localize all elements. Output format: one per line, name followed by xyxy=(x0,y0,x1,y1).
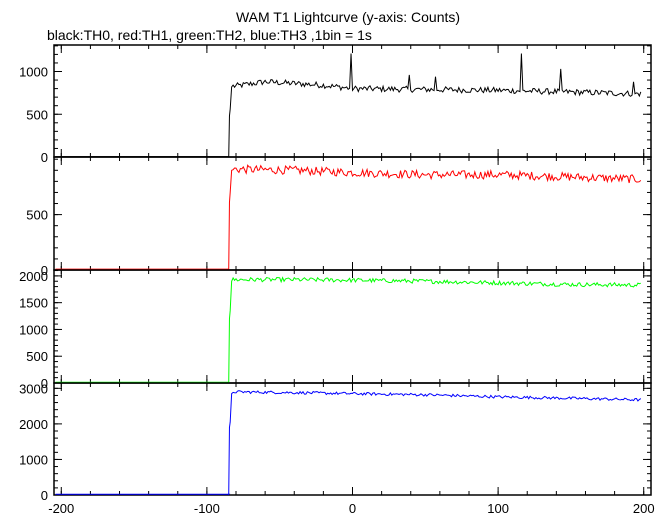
series-line-th3 xyxy=(55,390,642,496)
series-line-th0 xyxy=(55,53,642,158)
y-tick-label: 1000 xyxy=(19,65,48,80)
x-tick-label: 0 xyxy=(349,501,356,515)
panel-frame xyxy=(53,44,652,158)
y-tick-label: 500 xyxy=(26,107,48,122)
y-tick-label: 0 xyxy=(41,150,48,165)
x-tick-label: 200 xyxy=(633,501,655,515)
y-tick-label: 2000 xyxy=(19,417,48,432)
y-tick-label: 1000 xyxy=(19,322,48,337)
y-tick-label: 1500 xyxy=(19,296,48,311)
panel-th2: 0 500 1000 1500 2000 xyxy=(19,269,652,391)
y-tick-label: 500 xyxy=(26,208,48,223)
panel-th3: 0 1000 2000 3000 xyxy=(19,381,652,503)
y-tick-label: 2000 xyxy=(19,269,48,284)
x-tick-label: -100 xyxy=(194,501,220,515)
y-tick-label: 0 xyxy=(41,263,48,278)
y-tick-label: 3000 xyxy=(19,381,48,396)
panel-frame xyxy=(53,269,652,384)
x-tick-label: -200 xyxy=(48,501,74,515)
y-tick-label: 500 xyxy=(26,349,48,364)
y-tick-label: 0 xyxy=(41,376,48,391)
y-tick-label: 1000 xyxy=(19,452,48,467)
chart-title: WAM T1 Lightcurve (y-axis: Counts) xyxy=(236,9,460,25)
chart-subtitle: black:TH0, red:TH1, green:TH2, blue:TH3 … xyxy=(47,27,372,43)
panel-frame xyxy=(53,382,652,496)
x-tick-label: 100 xyxy=(487,501,509,515)
series-line-th2 xyxy=(55,276,641,384)
panels: 0500100005000500100015002000010002000300… xyxy=(19,44,655,515)
panel-th1: 0 500 xyxy=(26,156,652,278)
series-line-th1 xyxy=(55,164,642,270)
panel-th0: 0 500 1000 xyxy=(19,44,652,165)
y-tick-label: 0 xyxy=(41,488,48,503)
